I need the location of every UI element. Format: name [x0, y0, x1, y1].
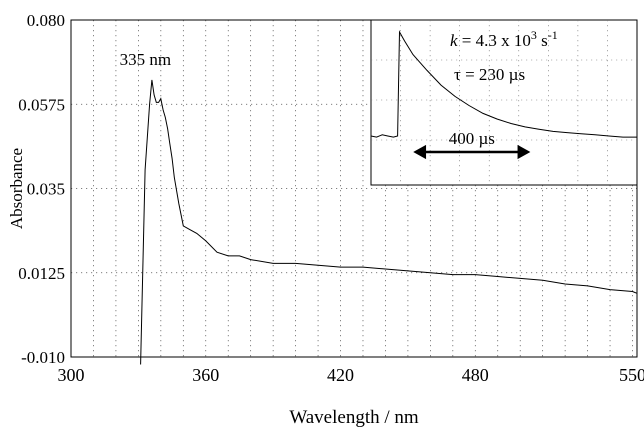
y-tick-label: -0.010: [21, 348, 65, 367]
y-tick-label: 0.0125: [18, 264, 65, 283]
peak-annotation: 335 nm: [120, 50, 171, 69]
lifetime-label: τ = 230 µs: [454, 65, 525, 84]
x-tick-label: 300: [58, 365, 85, 385]
x-tick-label: 420: [327, 365, 354, 385]
k-value: = 4.3 x 10: [458, 31, 531, 50]
decay-trace-line: [370, 30, 637, 138]
y-tick-label: 0.080: [27, 11, 65, 30]
time-scale-arrow: [413, 144, 531, 160]
x-axis-ticks: 300 360 420 480 550: [58, 365, 644, 385]
y-tick-label: 0.0575: [18, 95, 65, 114]
plot-frame: [70, 19, 638, 358]
x-axis-label: Wavelength / nm: [289, 407, 419, 428]
x-tick-label: 480: [462, 365, 489, 385]
k-unit-exponent: -1: [548, 28, 558, 42]
x-tick-label: 360: [192, 365, 219, 385]
rate-constant-label: k = 4.3 x 103 s-1: [450, 28, 558, 50]
inset-frame: [370, 19, 638, 186]
x-tick-label: 550: [619, 365, 644, 385]
k-symbol: k: [450, 31, 458, 50]
k-exponent: 3: [531, 28, 537, 42]
y-axis-ticks: -0.010 0.0125 0.035 0.0575 0.080: [18, 11, 65, 367]
absorbance-series-line: [140, 79, 638, 365]
y-axis-label: Absorbance: [7, 148, 26, 229]
decay-inset: k = 4.3 x 103 s-1 τ = 230 µs 400 µs: [370, 19, 638, 186]
y-tick-label: 0.035: [27, 180, 65, 199]
k-unit: s: [537, 31, 548, 50]
time-scale-label: 400 µs: [449, 129, 495, 148]
